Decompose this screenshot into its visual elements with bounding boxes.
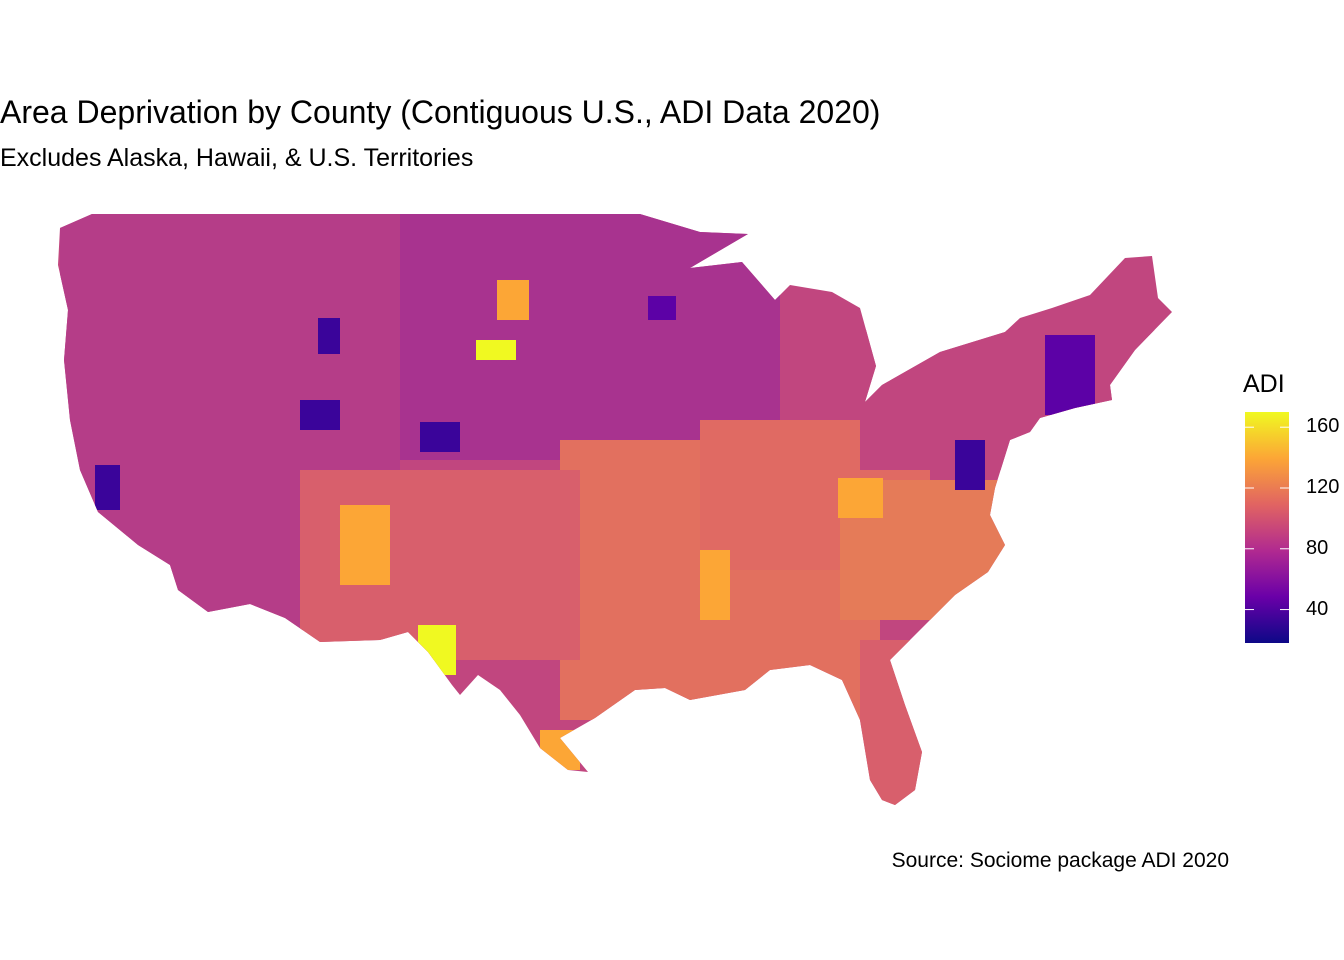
county-layer: [58, 214, 1172, 805]
map-title: Area Deprivation by County (Contiguous U…: [0, 94, 881, 130]
county-highlights: [95, 280, 1095, 770]
legend-tick-label: 80: [1306, 536, 1329, 559]
legend-tick-label: 40: [1306, 597, 1329, 620]
legend-tick-label: 160: [1306, 415, 1340, 438]
map-subtitle: Excludes Alaska, Hawaii, & U.S. Territor…: [0, 144, 474, 172]
source-caption: Source: Sociome package ADI 2020: [891, 849, 1229, 872]
legend-title: ADI: [1243, 370, 1285, 398]
legend-tick-label: 120: [1306, 475, 1340, 498]
color-legend-bar: [1245, 412, 1289, 643]
